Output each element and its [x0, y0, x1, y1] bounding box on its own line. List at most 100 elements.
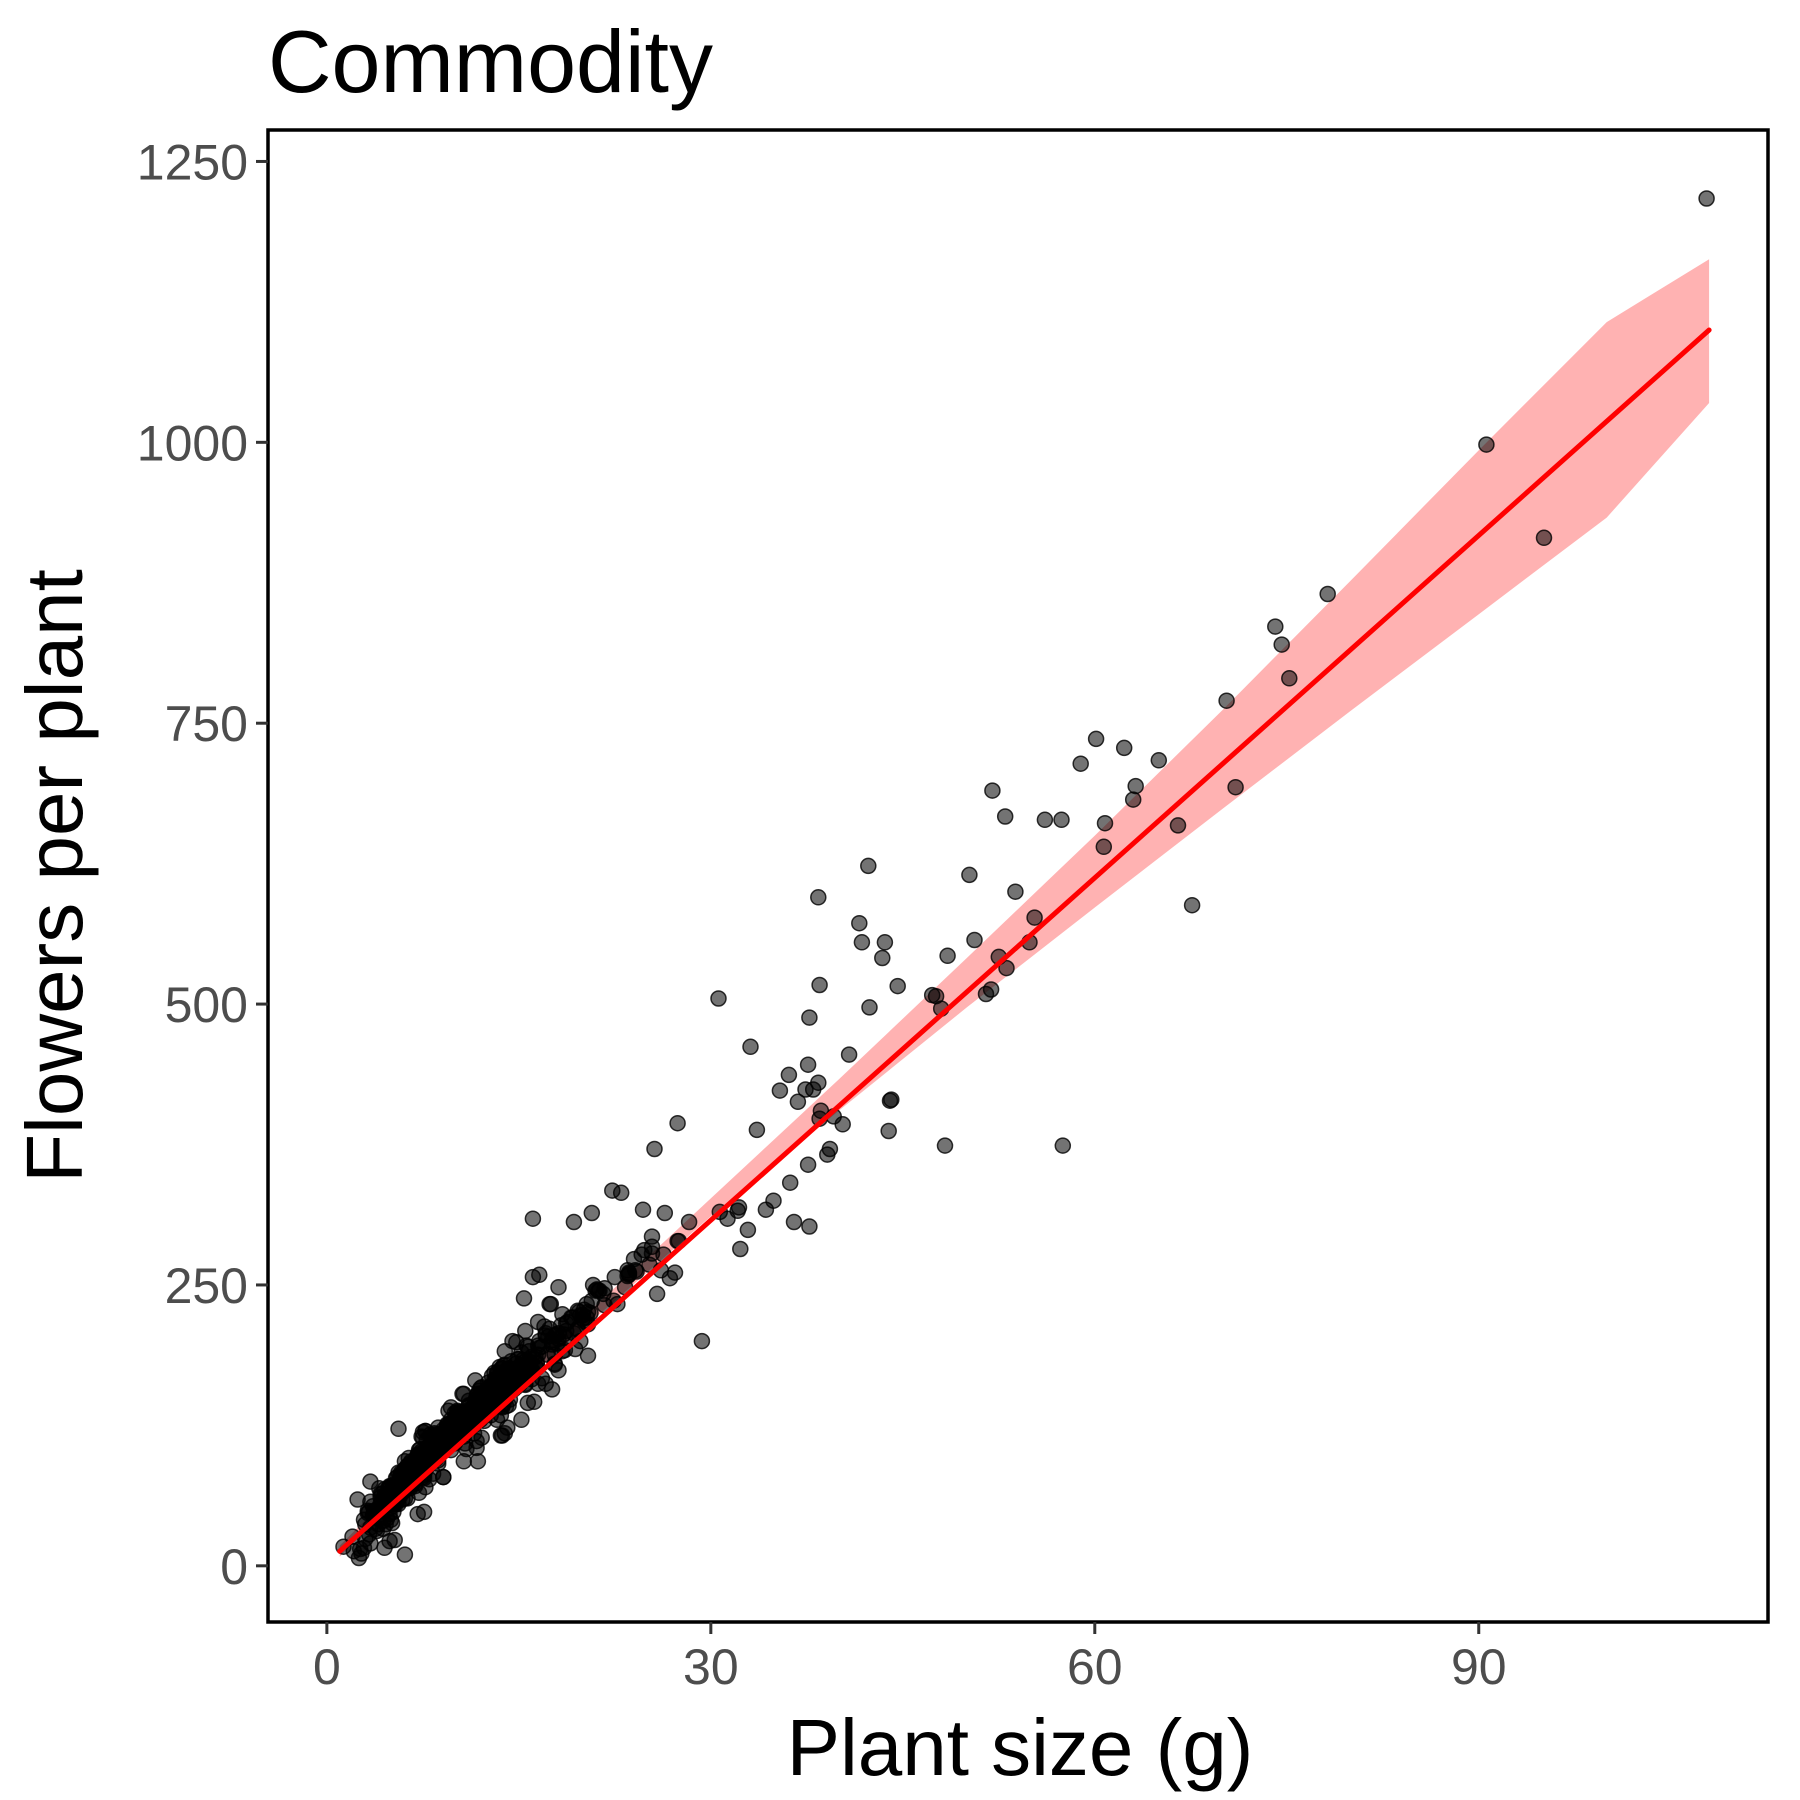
- data-point: [578, 1309, 595, 1326]
- data-point: [1535, 529, 1553, 547]
- data-point: [977, 985, 995, 1003]
- data-point: [853, 934, 871, 951]
- data-point: [874, 949, 891, 967]
- data-point: [881, 1092, 899, 1109]
- data-point: [840, 1046, 858, 1063]
- data-point: [515, 1290, 533, 1307]
- data-point: [666, 1264, 684, 1281]
- regression-line: [337, 327, 1712, 1554]
- data-point: [376, 1539, 393, 1557]
- data-point: [889, 977, 906, 995]
- data-point: [680, 1213, 698, 1231]
- data-point: [1319, 585, 1336, 603]
- data-point: [396, 1546, 414, 1563]
- data-point: [1218, 692, 1235, 709]
- data-point: [1478, 436, 1495, 453]
- data-point: [493, 1427, 511, 1444]
- data-point: [513, 1411, 530, 1429]
- data-point: [1698, 190, 1715, 207]
- data-point: [732, 1240, 749, 1258]
- data-point: [819, 1146, 836, 1163]
- data-point: [719, 1210, 736, 1227]
- data-point: [1007, 883, 1024, 900]
- plot-panel-border: [266, 128, 1770, 1624]
- data-point: [565, 1213, 583, 1231]
- plot-area: [335, 190, 1715, 1567]
- data-point: [606, 1268, 624, 1286]
- data-point: [936, 1137, 954, 1154]
- data-point: [583, 1204, 601, 1222]
- data-point: [612, 1184, 630, 1202]
- data-point: [524, 1210, 542, 1227]
- x-axis-label: Plant size (g): [787, 1703, 1254, 1792]
- x-tick-label: 90: [1451, 1639, 1507, 1695]
- data-point: [345, 1542, 363, 1560]
- data-point: [531, 1339, 548, 1357]
- data-point: [730, 1199, 748, 1216]
- data-point: [488, 1391, 506, 1408]
- data-point: [789, 1093, 807, 1111]
- data-point: [998, 959, 1015, 977]
- data-point: [519, 1394, 537, 1412]
- data-point: [550, 1278, 567, 1296]
- data-point: [939, 947, 956, 965]
- data-point: [1087, 730, 1105, 748]
- data-point: [748, 1121, 766, 1139]
- data-point: [757, 1201, 775, 1218]
- data-point: [517, 1322, 534, 1340]
- data-point: [1115, 739, 1133, 757]
- data-point: [1150, 752, 1168, 769]
- data-point: [780, 1066, 798, 1084]
- data-point: [469, 1453, 487, 1470]
- data-point: [861, 999, 878, 1016]
- data-point: [390, 1420, 407, 1438]
- data-point: [966, 931, 983, 949]
- data-point: [1267, 618, 1284, 635]
- data-point: [1053, 811, 1070, 829]
- data-point: [543, 1381, 561, 1398]
- data-point: [409, 1505, 426, 1523]
- data-point: [961, 866, 978, 884]
- data-point: [579, 1347, 597, 1364]
- data-point: [781, 1174, 799, 1191]
- data-point: [860, 857, 877, 875]
- y-tick-label: 500: [165, 977, 248, 1033]
- y-tick-label: 250: [165, 1258, 248, 1314]
- data-point: [801, 1218, 818, 1235]
- data-point: [1169, 817, 1187, 834]
- x-tick-label: 30: [683, 1639, 739, 1695]
- data-point: [1095, 838, 1113, 856]
- data-point: [710, 990, 727, 1007]
- data-point: [1072, 755, 1089, 772]
- chart-title: Commodity: [268, 12, 713, 111]
- data-point: [408, 1449, 425, 1467]
- data-point: [517, 1358, 534, 1376]
- data-point: [1281, 670, 1298, 687]
- data-point: [1054, 1137, 1072, 1154]
- data-point: [656, 1204, 674, 1222]
- x-tick-label: 0: [313, 1639, 341, 1695]
- y-tick-label: 1000: [137, 415, 248, 471]
- data-point: [799, 1156, 817, 1173]
- data-point: [531, 1266, 548, 1284]
- data-point: [1026, 909, 1043, 926]
- data-point: [646, 1140, 663, 1158]
- x-tick-label: 60: [1067, 1639, 1123, 1695]
- y-axis: 0 250 500 750 1000 1250: [137, 134, 268, 1595]
- data-point: [923, 986, 941, 1004]
- data-point: [785, 1213, 803, 1231]
- y-tick-label: 1250: [137, 134, 248, 190]
- data-points: [335, 190, 1715, 1567]
- data-point: [880, 1122, 897, 1140]
- data-point: [811, 976, 828, 994]
- y-tick-label: 750: [165, 696, 248, 752]
- data-point: [801, 1009, 818, 1026]
- data-point: [1127, 777, 1144, 795]
- data-point: [996, 808, 1014, 825]
- data-point: [648, 1285, 666, 1303]
- data-point: [584, 1276, 602, 1294]
- data-point: [1036, 811, 1054, 829]
- data-point: [739, 1221, 757, 1239]
- x-axis: 0 30 60 90: [313, 1622, 1507, 1695]
